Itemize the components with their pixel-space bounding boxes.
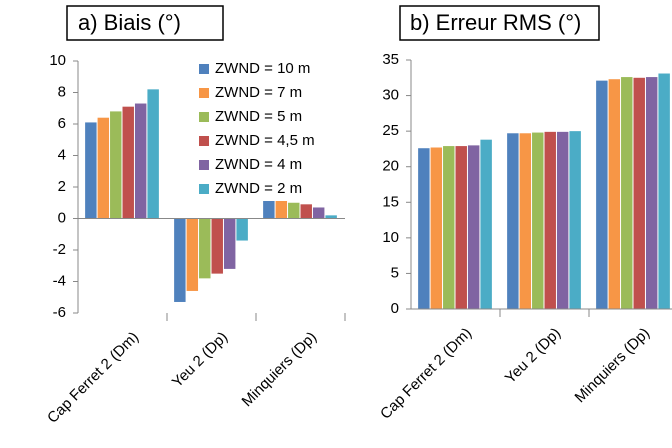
y-tick-label: -2 (53, 241, 66, 258)
bar (174, 218, 186, 302)
y-tick-label: 10 (382, 229, 399, 246)
x-tick-label: Cap Ferret 2 (Dm) (44, 329, 142, 427)
legend-label: ZWND = 10 m (215, 60, 310, 77)
bar (85, 122, 97, 219)
legend-label: ZWND = 5 m (215, 108, 302, 125)
bar (211, 218, 223, 274)
y-tick-label: -6 (53, 304, 66, 321)
legend-label: ZWND = 4 m (215, 156, 302, 173)
legend-swatch (199, 112, 209, 122)
bar (569, 131, 581, 309)
bar (532, 132, 544, 309)
y-tick-label: 8 (58, 83, 66, 100)
bar (443, 146, 455, 309)
y-tick-label: 0 (58, 209, 66, 226)
bar (621, 77, 633, 310)
legend-swatch (199, 184, 209, 194)
bar (263, 193, 275, 219)
bar (480, 139, 492, 309)
y-tick-label: 2 (58, 178, 66, 195)
legend-swatch (199, 136, 209, 146)
y-tick-label: 0 (391, 300, 399, 317)
legend-swatch (199, 160, 209, 170)
y-tick-label: -4 (53, 272, 66, 289)
x-tick-label: Yeu 2 (Dp) (502, 325, 564, 387)
bar (312, 207, 325, 219)
bar (147, 89, 159, 219)
y-tick-label: 5 (391, 264, 399, 281)
y-tick-label: 25 (382, 122, 399, 139)
bar (110, 111, 122, 219)
bar (633, 77, 645, 310)
y-tick-label: 6 (58, 115, 66, 132)
bar (519, 133, 532, 309)
bar (288, 202, 300, 219)
bar (596, 80, 608, 309)
bar (223, 218, 236, 269)
bar (455, 146, 467, 309)
bar (122, 106, 134, 219)
bar (544, 131, 556, 309)
x-tick-label: Minquiers (Dp) (239, 329, 321, 411)
y-tick-label: 20 (382, 158, 399, 175)
chart-title: b) Erreur RMS (°) (410, 10, 581, 35)
y-tick-label: 10 (49, 52, 66, 69)
bar (556, 131, 569, 309)
legend-box (195, 57, 345, 201)
x-tick-label: Cap Ferret 2 (Dm) (377, 325, 475, 423)
y-tick-label: 4 (58, 146, 66, 163)
legend-label: ZWND = 7 m (215, 84, 302, 101)
y-tick-label: 15 (382, 193, 399, 210)
legend-label: ZWND = 2 m (215, 180, 302, 197)
bar (97, 117, 110, 219)
bar (418, 148, 430, 309)
x-tick-label: Yeu 2 (Dp) (169, 329, 231, 391)
bar (467, 145, 480, 309)
bar (658, 73, 670, 309)
bar (186, 218, 199, 291)
bar (645, 77, 658, 310)
y-tick-label: 30 (382, 87, 399, 104)
legend-swatch (199, 88, 209, 98)
bar (236, 218, 248, 241)
chart-title: a) Biais (°) (78, 10, 181, 35)
legend-swatch (199, 64, 209, 74)
bar (199, 218, 211, 279)
bar (275, 194, 288, 219)
bar (134, 103, 147, 219)
legend-label: ZWND = 4,5 m (215, 132, 315, 149)
y-tick-label: 35 (382, 51, 399, 68)
x-tick-label: Minquiers (Dp) (572, 325, 654, 407)
bar (325, 215, 337, 219)
bar (608, 79, 621, 309)
bar (507, 133, 519, 309)
title-box (66, 5, 224, 41)
bar (430, 147, 443, 309)
bar (300, 204, 312, 219)
title-box (399, 5, 600, 41)
